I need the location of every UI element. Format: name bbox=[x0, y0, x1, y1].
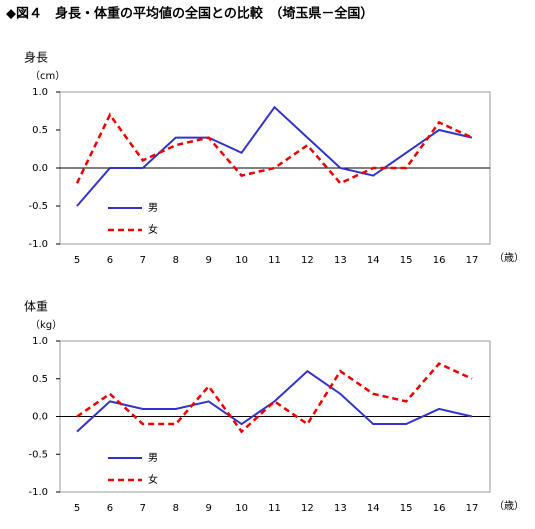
x-tick-label: 8 bbox=[173, 255, 179, 266]
series-line bbox=[76, 369, 473, 433]
x-tick-label: 17 bbox=[466, 255, 479, 266]
x-tick-label: 12 bbox=[301, 255, 314, 266]
x-tick-label: 8 bbox=[173, 503, 179, 514]
figure-title: ◆図４ 身長・体重の平均値の全国との比較 （埼玉県－全国） bbox=[6, 6, 373, 22]
x-tick-label: 17 bbox=[466, 503, 479, 514]
y-tick-label: 1.0 bbox=[32, 87, 48, 98]
x-tick-label: 9 bbox=[205, 503, 211, 514]
x-tick-label: 10 bbox=[235, 255, 248, 266]
y-unit: （kg） bbox=[30, 319, 62, 331]
x-tick-label: 15 bbox=[400, 503, 413, 514]
legend-label: 男 bbox=[148, 452, 158, 464]
series-line bbox=[75, 112, 473, 185]
x-tick-label: 6 bbox=[107, 503, 113, 514]
y-tick-label: 0.0 bbox=[32, 163, 48, 174]
x-tick-label: 12 bbox=[301, 503, 314, 514]
x-tick-label: 10 bbox=[235, 503, 248, 514]
x-tick-label: 7 bbox=[140, 503, 146, 514]
y-tick-label: 1.0 bbox=[32, 336, 48, 347]
y-tick-label: 0.5 bbox=[32, 125, 48, 136]
x-tick-label: 15 bbox=[400, 255, 413, 266]
y-tick-label: 0.5 bbox=[32, 374, 48, 385]
legend-label: 男 bbox=[148, 202, 158, 214]
x-tick-label: 5 bbox=[74, 255, 80, 266]
y-unit: （cm） bbox=[30, 70, 65, 82]
x-tick-label: 16 bbox=[433, 255, 446, 266]
series-line bbox=[76, 105, 473, 207]
x-tick-label: 7 bbox=[140, 255, 146, 266]
chart-title: 体重 bbox=[24, 300, 48, 314]
x-tick-label: 11 bbox=[268, 503, 281, 514]
legend-label: 女 bbox=[148, 473, 158, 486]
y-tick-label: -1.0 bbox=[28, 239, 48, 250]
x-tick-label: 14 bbox=[367, 503, 380, 514]
x-tick-label: 14 bbox=[367, 255, 380, 266]
series-line bbox=[76, 362, 473, 434]
x-tick-label: 5 bbox=[74, 503, 80, 514]
legend-label: 女 bbox=[148, 223, 158, 236]
x-tick-label: 11 bbox=[268, 255, 281, 266]
x-tick-label: 16 bbox=[433, 503, 446, 514]
y-tick-label: 0.0 bbox=[32, 412, 48, 423]
y-tick-label: -0.5 bbox=[28, 201, 48, 212]
chart-title: 身長 bbox=[24, 50, 48, 65]
x-tick-label: 13 bbox=[334, 255, 347, 266]
x-tick-label: 6 bbox=[107, 255, 113, 266]
x-tick-label: 9 bbox=[205, 255, 211, 266]
x-unit: （歳） bbox=[494, 252, 524, 264]
y-tick-label: -0.5 bbox=[28, 449, 48, 460]
x-tick-label: 13 bbox=[334, 503, 347, 514]
y-tick-label: -1.0 bbox=[28, 487, 48, 498]
x-unit: （歳） bbox=[494, 500, 524, 512]
